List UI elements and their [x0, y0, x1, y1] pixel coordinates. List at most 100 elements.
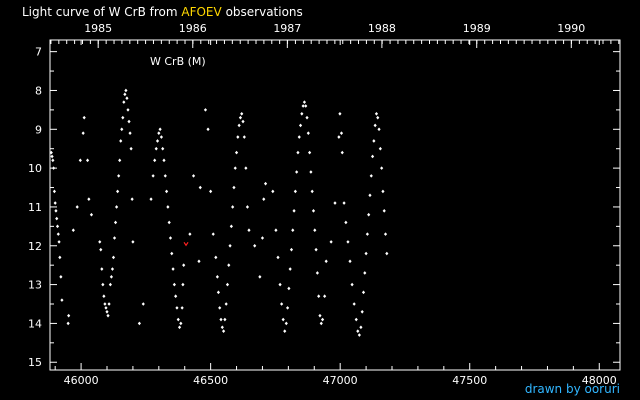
data-point — [179, 321, 183, 326]
data-point — [300, 111, 304, 116]
data-point — [291, 228, 295, 233]
data-point — [57, 240, 61, 244]
data-point — [319, 321, 323, 326]
data-point — [203, 108, 208, 112]
data-point — [119, 139, 123, 143]
data-point — [78, 158, 82, 163]
data-point — [153, 158, 157, 163]
data-point — [130, 197, 134, 201]
data-point — [180, 306, 184, 310]
data-point — [320, 317, 325, 322]
data-point — [87, 197, 91, 201]
data-point — [55, 224, 60, 229]
data-point — [296, 150, 300, 155]
data-point — [377, 127, 381, 132]
data-point — [292, 209, 296, 213]
data-point — [285, 306, 290, 310]
x-tick-label: 46500 — [193, 374, 228, 387]
special-data-point — [183, 241, 189, 247]
data-point — [182, 263, 186, 267]
data-point — [112, 236, 117, 240]
data-point — [114, 205, 119, 209]
data-point — [357, 333, 361, 337]
data-point — [220, 325, 224, 330]
data-point — [127, 119, 131, 124]
data-point — [318, 313, 322, 318]
data-point — [234, 150, 239, 155]
data-point — [346, 240, 350, 244]
y-tick-label: 8 — [35, 84, 42, 97]
data-point — [82, 115, 86, 120]
data-point — [118, 158, 122, 163]
data-point — [171, 267, 175, 271]
data-point — [168, 236, 173, 240]
data-point — [102, 294, 106, 299]
data-point — [151, 174, 155, 178]
data-point — [163, 174, 167, 178]
data-point — [238, 115, 243, 120]
data-point — [287, 286, 291, 291]
plot-frame — [49, 39, 621, 371]
data-point — [215, 275, 219, 279]
data-point — [244, 166, 248, 170]
title-suffix: observations — [225, 5, 303, 19]
data-point — [245, 205, 250, 209]
data-point — [99, 247, 103, 252]
data-point — [376, 115, 380, 120]
data-point — [304, 104, 308, 108]
data-point — [157, 131, 161, 135]
data-point — [164, 189, 169, 194]
data-point — [231, 205, 235, 209]
data-point — [317, 294, 321, 299]
data-point — [293, 189, 297, 194]
data-point — [378, 146, 382, 151]
x-tick-label: 48000 — [582, 374, 617, 387]
data-point — [380, 166, 384, 170]
data-point — [141, 302, 145, 306]
data-point — [241, 119, 245, 124]
data-point — [310, 189, 314, 194]
data-point — [232, 185, 236, 190]
data-point — [58, 255, 62, 260]
data-point — [240, 111, 244, 116]
data-point — [280, 302, 284, 306]
data-points — [49, 88, 389, 337]
data-point — [216, 290, 221, 295]
data-point — [162, 158, 166, 163]
star-annotation: W CrB (M) — [150, 55, 206, 68]
y-tick-label: 10 — [28, 162, 42, 175]
x-tick-label: 46000 — [64, 374, 99, 387]
data-point — [278, 282, 282, 287]
data-point — [298, 123, 303, 128]
data-point — [60, 298, 64, 302]
data-point — [364, 251, 368, 256]
data-point — [302, 100, 307, 104]
data-point — [206, 127, 210, 132]
data-point — [367, 212, 371, 217]
y-tick-label: 11 — [28, 201, 42, 214]
data-point — [323, 294, 327, 299]
data-point — [137, 321, 141, 326]
data-point — [129, 146, 133, 151]
data-point — [368, 193, 372, 198]
data-point — [352, 302, 356, 306]
data-point — [75, 205, 79, 209]
year-label: 1985 — [84, 22, 112, 35]
data-point — [372, 139, 376, 143]
title-source: AFOEV — [181, 5, 222, 19]
data-point — [276, 255, 280, 260]
data-point — [258, 275, 262, 279]
data-point — [356, 329, 360, 333]
data-point — [53, 201, 57, 205]
data-point — [101, 282, 105, 287]
data-point — [382, 209, 386, 213]
data-point — [369, 174, 373, 178]
axis-labels: 46000 46500 47000 47500 48000 7 8 9 10 11 12 13 14 15… — [28, 22, 617, 387]
year-label: 1986 — [179, 22, 207, 35]
data-point — [188, 232, 192, 236]
data-point — [54, 209, 58, 213]
data-point — [106, 313, 110, 318]
data-point — [111, 255, 116, 260]
data-point — [120, 127, 124, 132]
